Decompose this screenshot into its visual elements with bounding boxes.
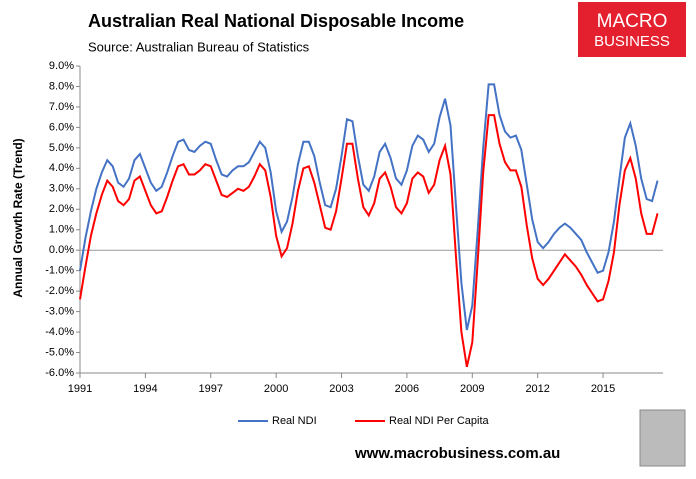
y-tick-label: -6.0% [45, 367, 74, 379]
y-tick-label: 3.0% [49, 183, 74, 195]
x-tick-label: 2006 [395, 383, 419, 395]
y-tick-label: 1.0% [49, 224, 74, 236]
brand-line2: BUSINESS [594, 33, 670, 50]
y-tick-label: -3.0% [45, 306, 74, 318]
x-tick-label: 1997 [199, 383, 223, 395]
y-tick-label: 6.0% [49, 121, 74, 133]
y-tick-label: -4.0% [45, 326, 74, 338]
y-tick-label: 9.0% [49, 60, 74, 72]
y-tick-label: 0.0% [49, 244, 74, 256]
series-line [79, 83, 659, 331]
series-line [79, 114, 659, 368]
x-tick-label: 2009 [460, 383, 484, 395]
x-tick-label: 2012 [525, 383, 549, 395]
y-tick-label: 7.0% [49, 101, 74, 113]
y-tick-label: -1.0% [45, 265, 74, 277]
footer: www.macrobusiness.com.au [354, 445, 560, 462]
y-tick-label: 2.0% [49, 203, 74, 215]
y-tick-label: 8.0% [49, 80, 74, 92]
wolf-image [639, 409, 686, 467]
x-tick-label: 2000 [264, 383, 288, 395]
chart-title: Australian Real National Disposable Inco… [88, 11, 464, 31]
y-tick-label: 4.0% [49, 162, 74, 174]
x-tick-label: 1991 [68, 383, 92, 395]
legend-label: Real NDI Per Capita [389, 415, 490, 427]
chart-subtitle: Source: Australian Bureau of Statistics [88, 39, 310, 54]
brand-logo [578, 2, 686, 57]
y-tick-label: 5.0% [49, 142, 74, 154]
y-tick-label: -5.0% [45, 346, 74, 358]
x-tick-label: 2003 [329, 383, 353, 395]
y-tick-label: -2.0% [45, 285, 74, 297]
brand-line1: MACRO [597, 11, 668, 32]
legend-label: Real NDI [272, 415, 317, 427]
y-axis-label: Annual Growth Rate (Trend) [11, 138, 25, 297]
x-tick-label: 1994 [133, 383, 157, 395]
x-tick-label: 2015 [591, 383, 615, 395]
